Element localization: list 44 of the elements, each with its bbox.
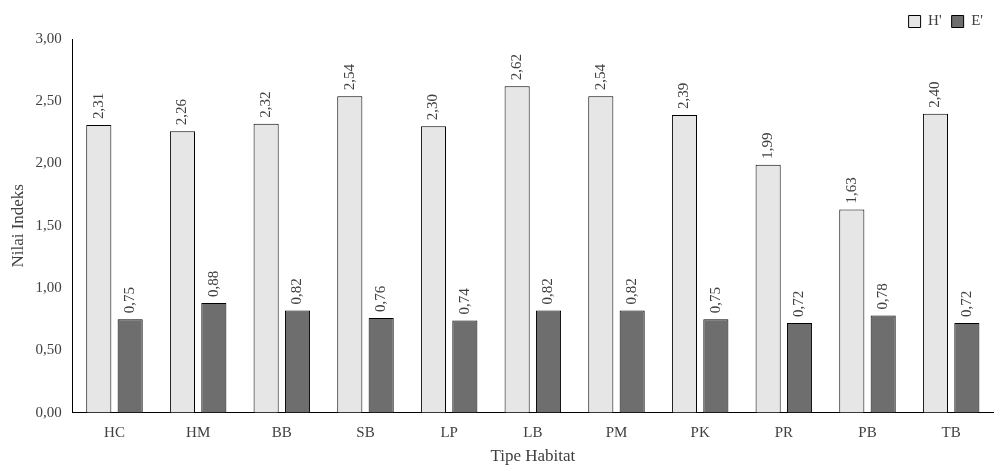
y-tick-label: 1,50 [35,216,62,233]
data-label: 2,62 [508,54,525,81]
y-axis-title: Nilai Indeks [7,184,27,268]
x-tick-label: HM [186,423,211,440]
x-tick-label: PB [858,423,877,440]
data-label: 0,74 [455,287,472,315]
data-label: 0,75 [706,286,723,314]
legend-label: H' [928,12,942,29]
data-label: 0,75 [121,286,138,314]
data-label: 0,76 [372,285,389,312]
data-label: 0,72 [790,290,807,317]
data-label: 2,54 [591,63,608,91]
x-tick-label: HC [104,423,125,440]
y-tick-label: 2,00 [35,154,62,171]
x-tick-label: LB [523,423,543,440]
data-label: 2,32 [257,91,274,118]
y-tick-label: 2,50 [35,92,62,109]
data-label: 2,39 [675,82,692,109]
x-tick-label: PK [690,423,710,440]
x-tick-label: PM [605,423,628,440]
y-tick-label: 0,00 [35,403,62,420]
y-tick-label: 0,50 [35,341,62,358]
x-tick-label: TB [941,423,961,440]
x-tick-label: SB [356,423,375,440]
data-label: 0,88 [204,270,221,298]
data-label: 1,99 [759,132,776,159]
data-label: 0,72 [957,290,974,317]
data-label: 0,78 [874,283,891,310]
data-label: 2,30 [424,93,441,121]
data-label: 2,31 [89,92,106,119]
y-tick-label: 3,00 [35,29,62,46]
x-tick-label: PR [774,423,794,440]
data-label: 0,82 [288,278,305,305]
data-label: 2,54 [340,63,357,91]
data-label: 2,40 [926,81,943,108]
data-label: 0,82 [539,278,556,305]
x-axis-title: Tipe Habitat [490,446,576,466]
data-label: 1,63 [842,177,859,204]
data-label: 2,26 [173,98,190,126]
y-tick-label: 1,00 [35,279,62,295]
legend-label: E' [971,12,984,29]
data-label: 0,82 [623,278,640,305]
x-tick-label: BB [271,423,292,440]
x-tick-label: LP [440,423,458,440]
